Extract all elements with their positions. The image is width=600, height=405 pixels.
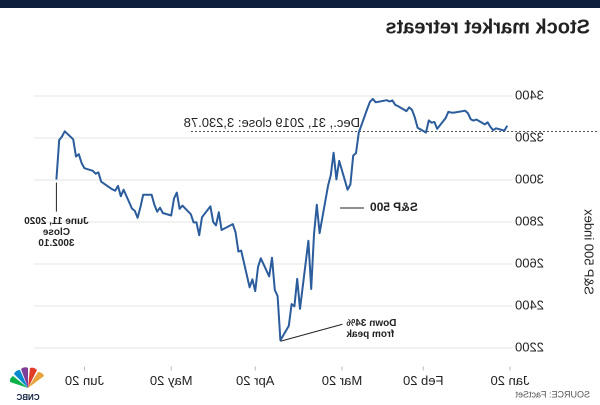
y-tick-label: 2400 — [515, 297, 544, 312]
y-tick-label: 3400 — [515, 87, 544, 102]
x-tick-label: Apr 20 — [236, 373, 274, 388]
logo-feather — [28, 367, 37, 388]
y-axis-label: S&P 500 index — [582, 209, 597, 295]
y-tick-label: 2200 — [515, 339, 544, 354]
annotation-pointer — [280, 323, 343, 342]
reference-label: Dec., 31, 2019 close: 3,230.78 — [184, 115, 360, 130]
series-line — [55, 97, 509, 342]
x-tick-label: May 20 — [150, 373, 193, 388]
logo-feather — [14, 369, 28, 388]
y-tick-label: 2600 — [515, 255, 544, 270]
source: SOURCE: FactSet — [515, 389, 590, 399]
logo-feather — [21, 367, 28, 388]
y-tick-label: 3200 — [515, 129, 544, 144]
y-tick-label: 3000 — [515, 171, 544, 186]
logo-text: CNBC — [16, 393, 39, 402]
y-tick-label: 2800 — [515, 213, 544, 228]
x-tick-label: Jan 20 — [490, 373, 529, 388]
logo: CNBC — [9, 367, 44, 402]
annotation-text: from peak — [346, 329, 394, 340]
x-tick-label: Jun 20 — [65, 373, 104, 388]
series-label: S&P 500 — [370, 200, 418, 214]
annotation-text: Down 34% — [346, 318, 396, 329]
annotation-text: 3002.10 — [38, 238, 75, 249]
logo-feather — [9, 376, 28, 388]
top-bar — [0, 0, 600, 8]
x-tick-label: Feb 20 — [403, 373, 443, 388]
logo-feather — [28, 371, 44, 388]
x-tick-label: Mar 20 — [322, 373, 362, 388]
chart-title: Stock market retreats — [385, 16, 590, 38]
annotation-text: Close — [42, 227, 70, 238]
annotation-text: June 11, 2020 — [24, 216, 89, 227]
